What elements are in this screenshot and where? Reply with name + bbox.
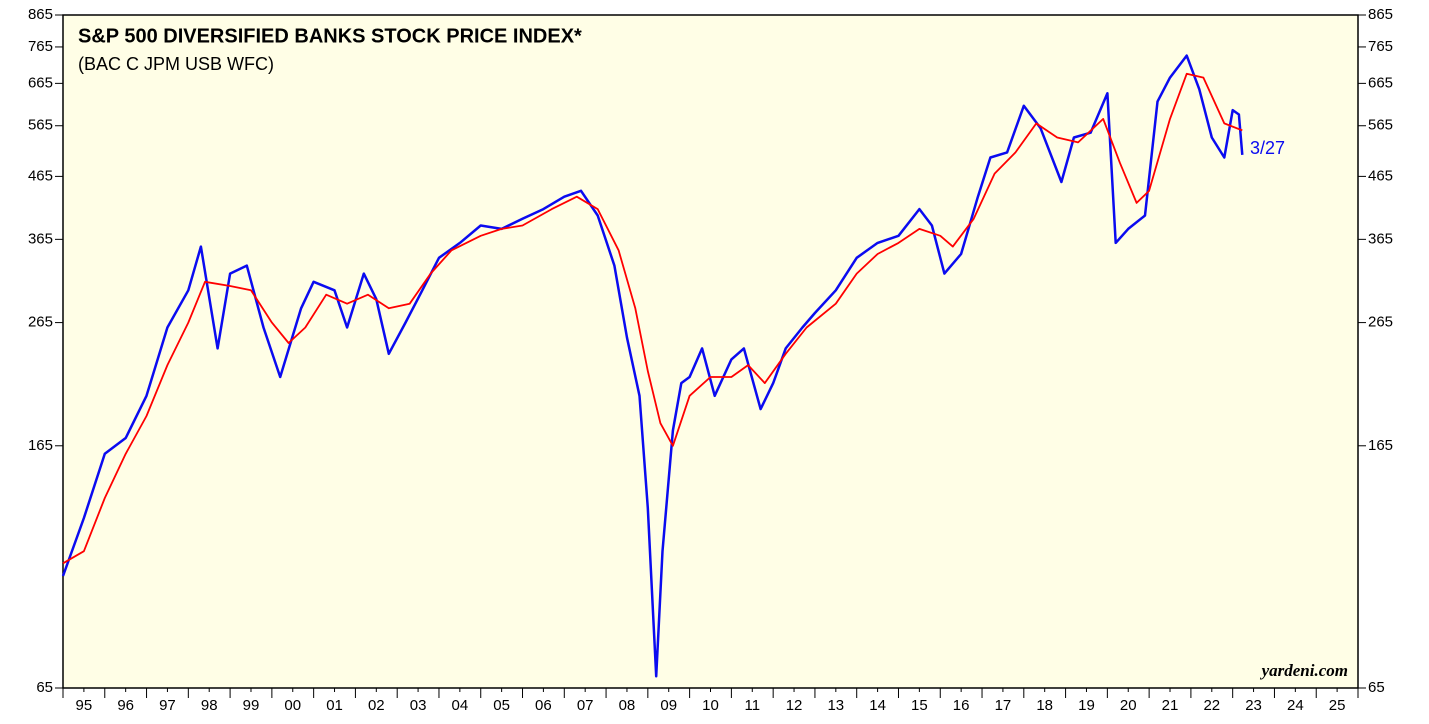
price-line bbox=[61, 54, 1244, 678]
chart-subtitle: (BAC C JPM USB WFC) bbox=[78, 54, 274, 74]
x-tick-label: 03 bbox=[410, 697, 427, 714]
x-tick-label: 05 bbox=[493, 697, 510, 714]
x-tick-label: 11 bbox=[744, 697, 760, 714]
y2-tick-label: 865 bbox=[1368, 6, 1393, 23]
y2-tick-label: 165 bbox=[1368, 437, 1393, 454]
y2-tick-label: 665 bbox=[1368, 74, 1393, 91]
chart-title: S&P 500 DIVERSIFIED BANKS STOCK PRICE IN… bbox=[78, 25, 582, 47]
y-tick-label: 365 bbox=[28, 230, 53, 247]
source-label: yardeni.com bbox=[1260, 661, 1348, 680]
y2-tick-label: 465 bbox=[1368, 167, 1393, 184]
x-tick-label: 16 bbox=[953, 697, 970, 714]
y-tick-label: 65 bbox=[36, 679, 53, 696]
y-tick-label: 465 bbox=[28, 167, 53, 184]
x-tick-label: 96 bbox=[117, 697, 134, 714]
y2-tick-label: 365 bbox=[1368, 230, 1393, 247]
y-tick-label: 565 bbox=[28, 117, 53, 134]
x-tick-label: 98 bbox=[201, 697, 218, 714]
x-tick-label: 20 bbox=[1120, 697, 1137, 714]
x-tick-label: 19 bbox=[1078, 697, 1095, 714]
x-tick-label: 25 bbox=[1329, 697, 1346, 714]
x-tick-label: 00 bbox=[284, 697, 301, 714]
x-tick-label: 12 bbox=[786, 697, 803, 714]
plot-area bbox=[62, 14, 1359, 689]
y2-tick-label: 565 bbox=[1368, 117, 1393, 134]
y-tick-label: 265 bbox=[28, 314, 53, 331]
y-tick-label: 865 bbox=[28, 6, 53, 23]
x-tick-label: 07 bbox=[577, 697, 594, 714]
last-date-label: 3/27 bbox=[1250, 138, 1285, 158]
x-tick-label: 04 bbox=[452, 697, 469, 714]
x-tick-label: 01 bbox=[326, 697, 343, 714]
y-tick-label: 165 bbox=[28, 437, 53, 454]
y2-tick-label: 265 bbox=[1368, 314, 1393, 331]
x-tick-label: 10 bbox=[702, 697, 719, 714]
x-tick-label: 17 bbox=[995, 697, 1012, 714]
x-tick-label: 18 bbox=[1036, 697, 1053, 714]
y-tick-label: 765 bbox=[28, 38, 53, 55]
x-tick-label: 14 bbox=[869, 697, 886, 714]
x-tick-label: 95 bbox=[76, 697, 93, 714]
x-tick-label: 09 bbox=[660, 697, 677, 714]
x-tick-label: 97 bbox=[159, 697, 176, 714]
x-tick-label: 99 bbox=[243, 697, 260, 714]
x-tick-label: 23 bbox=[1245, 697, 1262, 714]
y2-tick-label: 65 bbox=[1368, 679, 1385, 696]
x-tick-label: 13 bbox=[827, 697, 844, 714]
y2-tick-label: 765 bbox=[1368, 38, 1393, 55]
x-tick-label: 08 bbox=[619, 697, 636, 714]
x-tick-label: 02 bbox=[368, 697, 385, 714]
x-tick-label: 06 bbox=[535, 697, 552, 714]
y-tick-label: 665 bbox=[28, 74, 53, 91]
x-tick-label: 21 bbox=[1162, 697, 1179, 714]
price-line bbox=[62, 72, 1243, 565]
x-tick-label: 15 bbox=[911, 697, 928, 714]
x-tick-label: 22 bbox=[1203, 697, 1220, 714]
x-tick-label: 24 bbox=[1287, 697, 1304, 714]
